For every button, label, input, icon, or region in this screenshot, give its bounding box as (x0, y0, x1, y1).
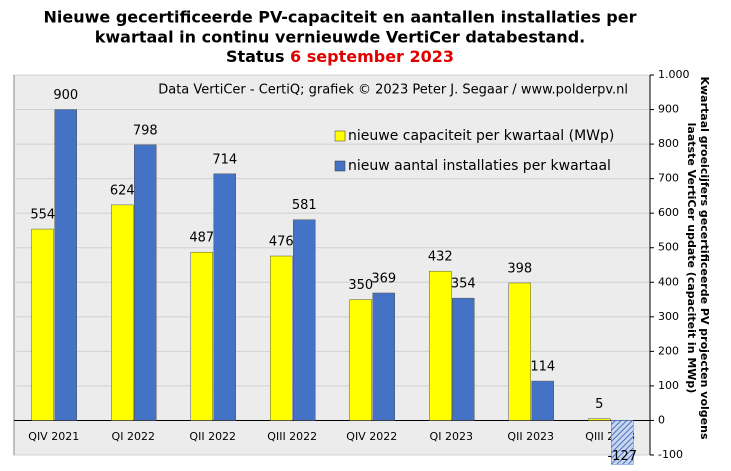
data-label: 798 (133, 123, 158, 138)
x-tick-label: QIV 2022 (346, 430, 397, 443)
x-tick-label: QIV 2021 (28, 430, 79, 443)
bar (213, 173, 236, 421)
annotation: Data VertiCer - CertiQ; grafiek © 2023 P… (158, 83, 628, 98)
bar (452, 297, 475, 421)
bar (508, 282, 531, 421)
x-tick-label: QII 2022 (189, 430, 236, 443)
bar (54, 109, 77, 421)
data-label: 5 (595, 397, 603, 412)
y-tick-label: 900 (658, 103, 679, 116)
chart-title: kwartaal in continu vernieuwde VertiCer … (95, 28, 585, 47)
data-label: 487 (189, 231, 214, 246)
y-axis-label: Kwartaal groeicijfers gecertificeerde PV… (698, 77, 711, 440)
y-tick-label: 800 (658, 137, 679, 150)
data-label: -127 (607, 449, 637, 464)
bar (372, 292, 395, 421)
legend-label: nieuwe capaciteit per kwartaal (MWp) (348, 128, 614, 144)
y-tick-label: 600 (658, 206, 679, 219)
data-label: 369 (371, 271, 396, 286)
data-label: 554 (30, 208, 55, 223)
bar (349, 299, 372, 421)
y-tick-label: 500 (658, 241, 679, 254)
bar (611, 420, 634, 465)
bar (31, 228, 54, 421)
y-tick-label: 300 (658, 310, 679, 323)
y-tick-label: 0 (658, 413, 665, 426)
y-axis-label: laatste VertiCer update (capaciteit in M… (685, 123, 698, 394)
data-label: 714 (212, 152, 237, 167)
data-label: 398 (507, 261, 532, 276)
data-label: 354 (451, 277, 476, 292)
chart-title: Nieuwe gecertificeerde PV-capaciteit en … (44, 8, 637, 27)
bar (588, 418, 611, 421)
bar (134, 144, 157, 421)
data-label: 350 (348, 278, 373, 293)
y-tick-label: 1.000 (658, 68, 690, 81)
x-tick-label: QIII 2022 (267, 430, 317, 443)
chart-subtitle: Status 6 september 2023 (226, 47, 454, 66)
data-label: 476 (269, 235, 294, 250)
legend-label: nieuw aantal installaties per kwartaal (348, 158, 611, 174)
status-date: 6 september 2023 (290, 47, 454, 66)
data-label: 432 (428, 250, 453, 265)
x-tick-label: QI 2022 (112, 430, 155, 443)
legend-swatch (334, 130, 346, 142)
bar (531, 380, 554, 421)
data-label: 900 (53, 88, 78, 103)
y-tick-label: 700 (658, 172, 679, 185)
bar (190, 251, 213, 421)
bar (429, 270, 452, 421)
data-label: 114 (530, 360, 555, 375)
y-tick-label: 100 (658, 379, 679, 392)
x-tick-label: QII 2023 (507, 430, 554, 443)
data-label: 581 (292, 198, 317, 213)
x-tick-label: QI 2023 (430, 430, 473, 443)
y-tick-label: 200 (658, 344, 679, 357)
y-tick-label: 400 (658, 275, 679, 288)
data-label: 624 (110, 183, 135, 198)
y-tick-label: -100 (658, 448, 683, 461)
status-label: Status (226, 47, 285, 66)
bar (111, 204, 134, 421)
legend-swatch (334, 160, 346, 172)
bar (293, 219, 316, 421)
bar (270, 255, 293, 421)
